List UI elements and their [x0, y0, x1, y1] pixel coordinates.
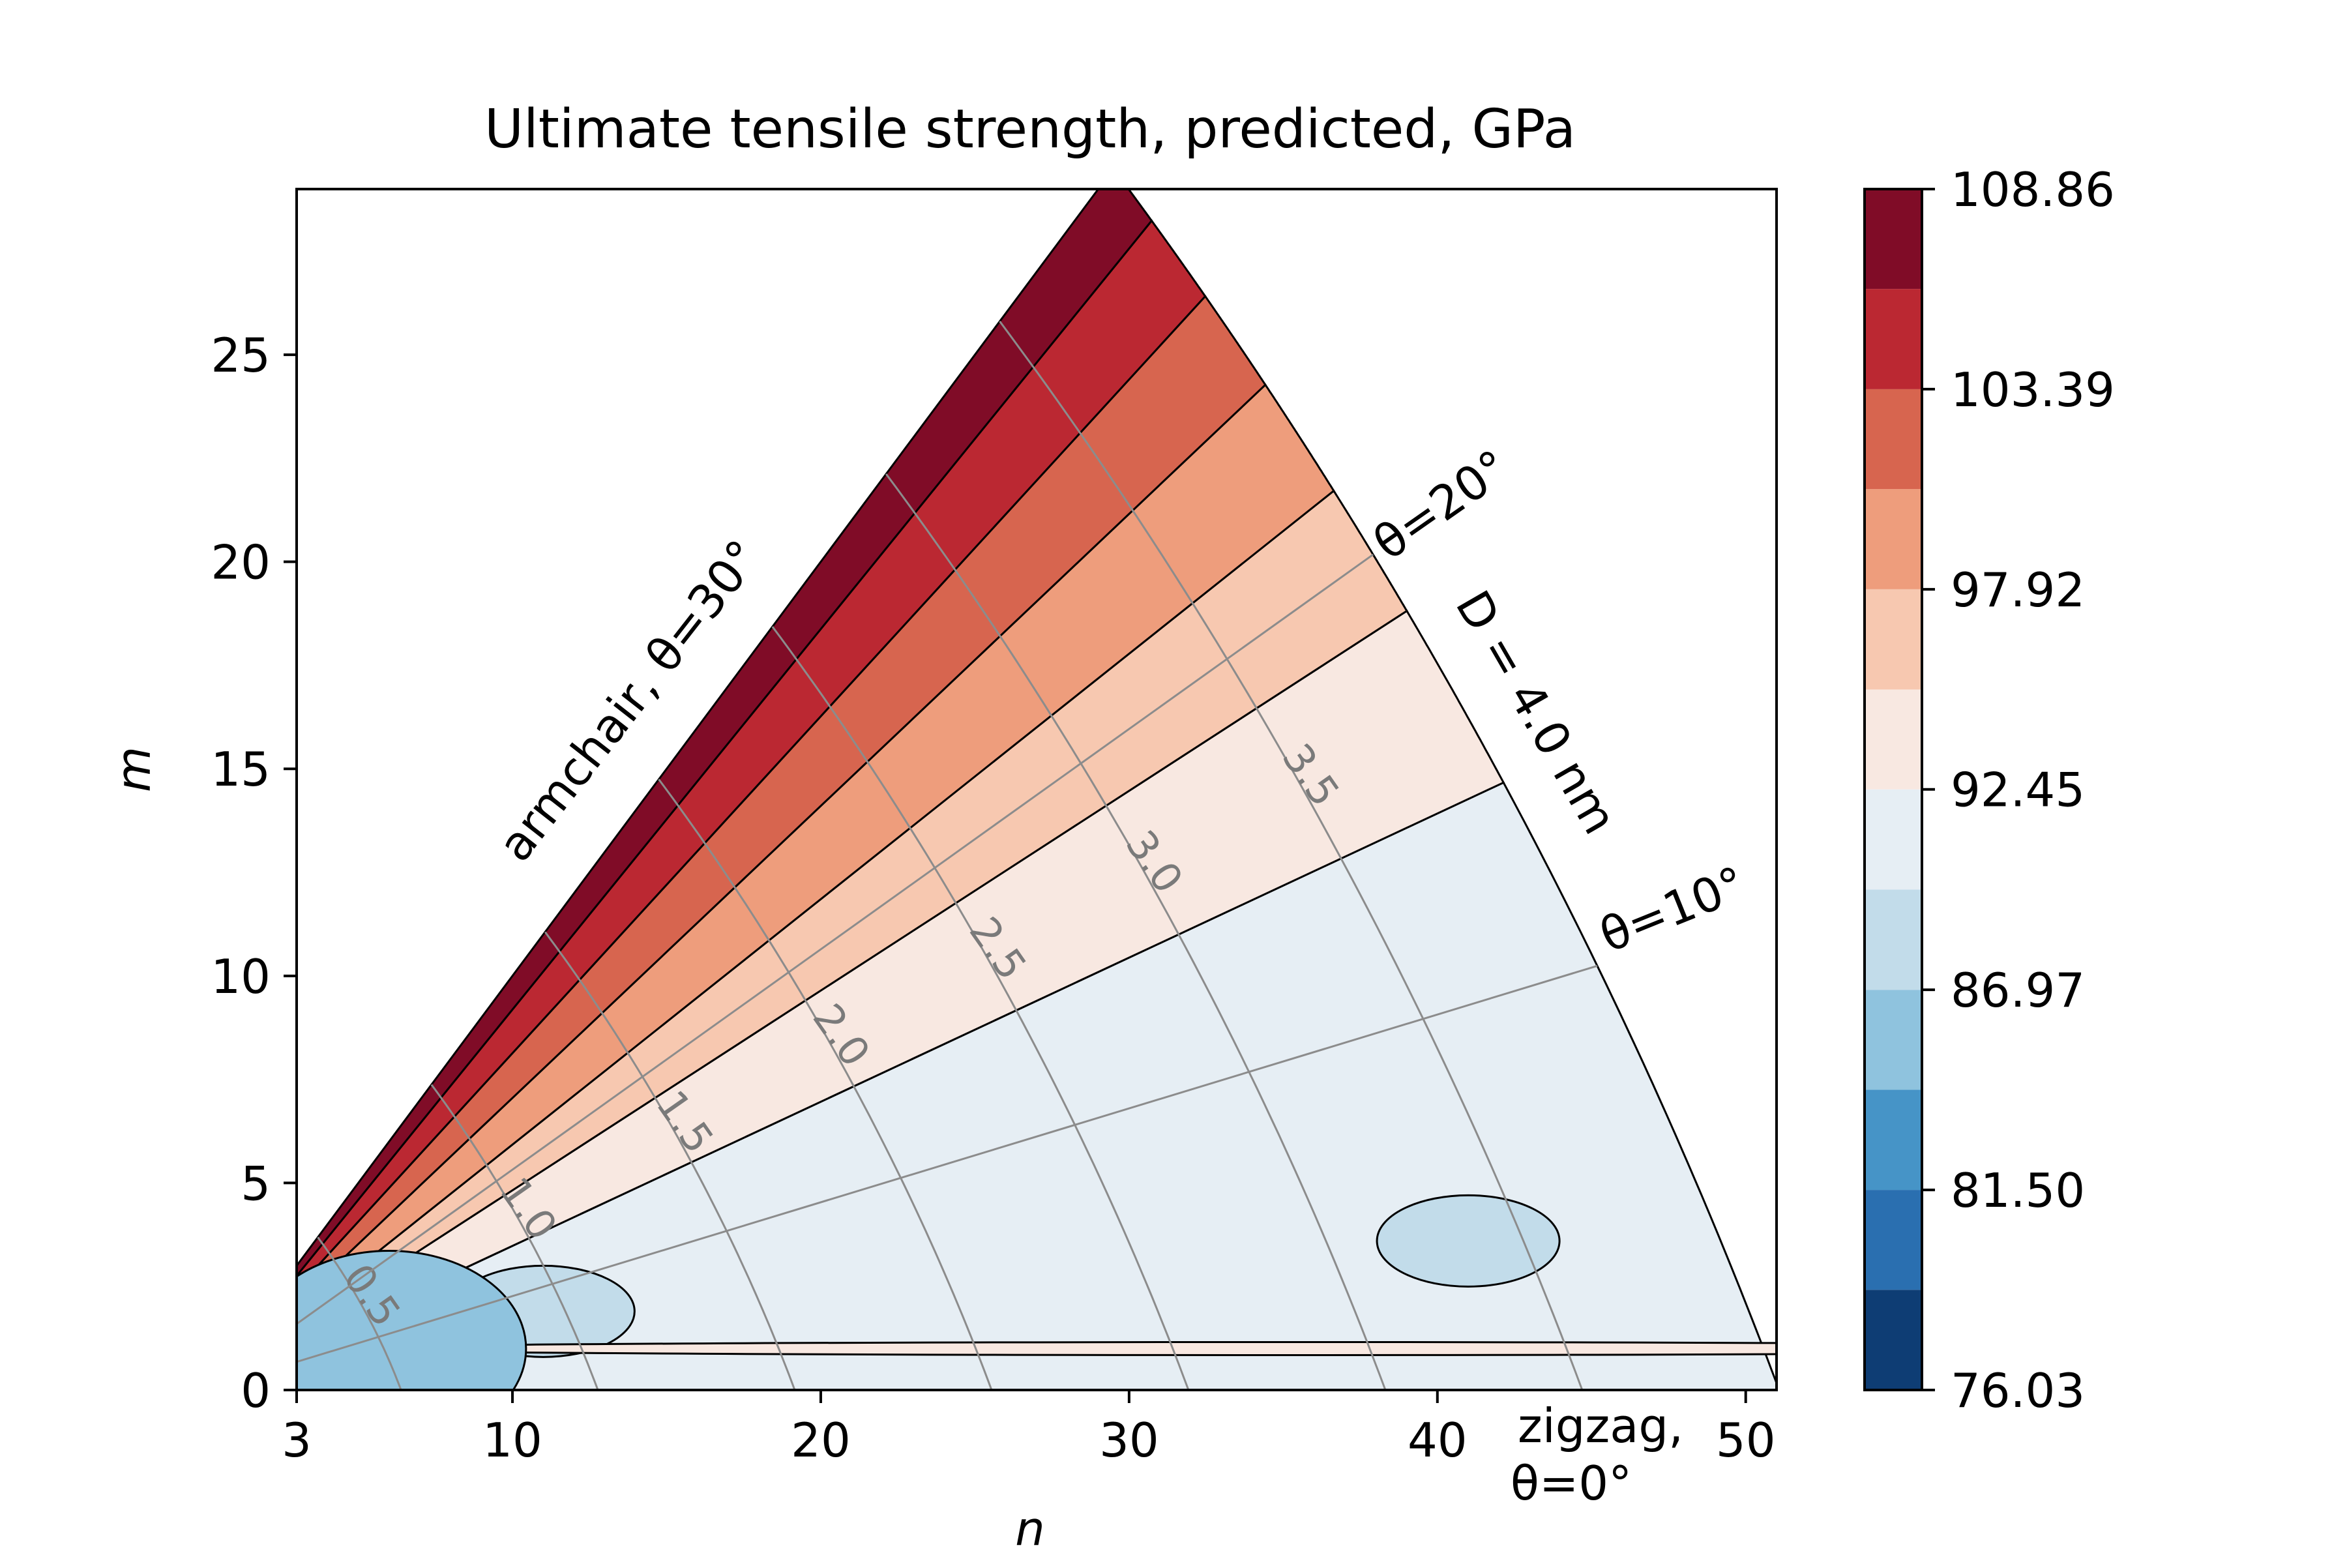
y-axis-label: m: [106, 747, 161, 792]
plot-frame: [295, 188, 1778, 1391]
x-tick-label: 20: [791, 1413, 851, 1468]
contour-island: [337, 1340, 1777, 1356]
angle-guide-line: [297, 964, 1598, 1363]
diameter-guide-line: [430, 1084, 599, 1390]
diameter-guide-line: [658, 778, 993, 1390]
angle-guide-line: [297, 554, 1374, 1325]
contour-band: [297, 189, 1153, 1278]
diameter-guide-line: [999, 321, 1584, 1390]
colorbar-tick-label: 108.86: [1951, 162, 2115, 217]
x-tick-label: 40: [1408, 1413, 1468, 1468]
y-axis: 0 5 10 15 20 25: [211, 328, 297, 1418]
contour-island: [1376, 1194, 1561, 1288]
diameter-guide-line: [317, 1236, 402, 1390]
colorbar-segment: [1865, 589, 1922, 690]
chart-title: Ultimate tensile strength, predicted, GP…: [484, 98, 1576, 160]
diameter-guide-line: [544, 931, 796, 1390]
contour-bands: 0.51.01.52.02.53.03.5: [297, 189, 1777, 1390]
contour-band: [297, 295, 1267, 1304]
colorbar-tick-label: 103.39: [1951, 362, 2115, 417]
annotation-zigzag: zigzag,: [1518, 1398, 1683, 1453]
y-tick-label: 25: [211, 328, 271, 383]
y-tick-label: 5: [241, 1156, 271, 1211]
contour-band: [297, 489, 1408, 1331]
x-tick-label: 50: [1716, 1413, 1776, 1468]
colorbar-tick-label: 76.03: [1951, 1363, 2085, 1418]
colorbar-segment: [1865, 1290, 1922, 1390]
colorbar-segment: [1865, 689, 1922, 790]
x-axis-label: n: [1015, 1501, 1045, 1556]
x-axis: 3 10 20 30 40 50: [282, 1390, 1776, 1468]
colorbar-segment: [1865, 789, 1922, 890]
colorbar-tick-label: 92.45: [1951, 763, 2085, 818]
diameter-guide-line: [771, 626, 1190, 1390]
colorbar-tick-label: 81.50: [1951, 1163, 2085, 1218]
x-tick-label: 10: [482, 1413, 542, 1468]
y-tick-label: 10: [211, 949, 271, 1004]
contour-band: [297, 609, 1505, 1348]
colorbar-tick-label: 97.92: [1951, 563, 2085, 617]
diameter-guide-line: [885, 473, 1387, 1390]
colorbar-tick-label: 86.97: [1951, 963, 2085, 1018]
y-tick-label: 15: [211, 742, 271, 797]
y-tick-label: 20: [211, 535, 271, 590]
colorbar: 76.03 81.50 86.97 92.45 97.92 103.39 108.86: [1863, 162, 2115, 1418]
contour-island: [297, 1250, 527, 1390]
x-tick-label: 3: [282, 1413, 312, 1468]
y-tick-label: 0: [241, 1363, 271, 1418]
annotation-zigzag-angle: θ=0°: [1511, 1456, 1632, 1511]
contour-band: [297, 383, 1335, 1318]
colorbar-segment: [1865, 189, 1922, 289]
colorbar-segment: [1865, 990, 1922, 1090]
colorbar-segment: [1865, 489, 1922, 589]
annotation-theta10: θ=10°: [1592, 855, 1753, 963]
colorbar-segment: [1865, 889, 1922, 990]
x-tick-label: 30: [1099, 1413, 1159, 1468]
colorbar-segment: [1865, 1089, 1922, 1191]
colorbar-segment: [1865, 289, 1922, 389]
contour-band: [297, 219, 1207, 1291]
colorbar-segment: [1865, 389, 1922, 490]
annotation-theta20: θ=20°: [1364, 439, 1519, 571]
colorbar-segment: [1865, 1190, 1922, 1290]
